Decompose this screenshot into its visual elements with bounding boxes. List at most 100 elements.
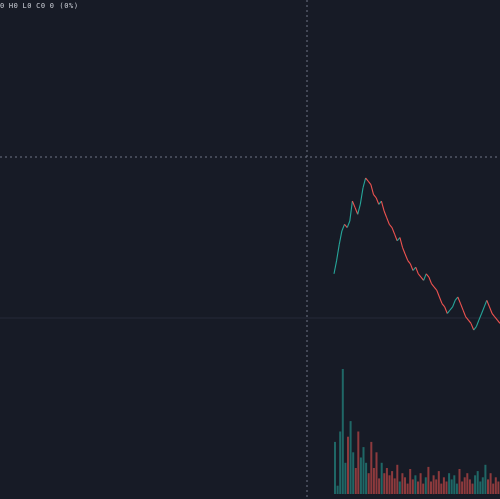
volume-bar [442, 477, 445, 494]
price-segment [494, 316, 498, 321]
price-segment [428, 276, 433, 284]
volume-bar [414, 475, 417, 495]
price-segment [336, 244, 340, 261]
price-segment [338, 230, 343, 245]
volume-bar [453, 475, 456, 495]
price-segment [486, 300, 491, 308]
volume-bar [398, 481, 401, 494]
price-segment [491, 313, 496, 318]
price-segment [394, 233, 398, 242]
volume-bar [445, 481, 448, 494]
volume-bar [365, 462, 368, 495]
volume-bar [494, 477, 497, 494]
ohlc-legend: 0 H0 L0 C0 0 (0%) [0, 2, 83, 10]
volume-bar [476, 471, 479, 494]
price-segment [462, 309, 467, 318]
price-segment [452, 300, 456, 308]
price-segment [438, 296, 443, 304]
price-segment [380, 200, 385, 212]
volume-bar [468, 479, 471, 494]
volume-bar [341, 369, 344, 494]
price-segment [459, 303, 464, 311]
price-segment [417, 273, 422, 278]
price-segment [333, 260, 338, 274]
price-segment [388, 223, 393, 228]
volume-bar [354, 468, 357, 494]
volume-bar [437, 471, 440, 494]
volume-bar [370, 441, 373, 494]
volume-bar [372, 468, 375, 494]
volume-bar [492, 483, 495, 494]
volume-bar [385, 468, 388, 494]
price-segment [444, 306, 448, 314]
volume-bar [383, 473, 386, 494]
price-segment [349, 201, 353, 222]
price-segment [420, 276, 425, 281]
legend-change: 0 (0%) [49, 2, 79, 10]
price-segment [481, 306, 485, 314]
price-segment [373, 194, 377, 199]
volume-bar [471, 483, 474, 494]
volume-bar [406, 483, 409, 494]
volume-bar [378, 478, 381, 494]
price-segment [401, 247, 406, 255]
volume-bar [440, 483, 443, 494]
volume-bar [411, 479, 414, 494]
price-segment [449, 306, 454, 311]
legend-open: 0 [0, 2, 5, 10]
volume-bar [479, 481, 482, 494]
volume-bar [334, 441, 336, 494]
volume-bar [474, 475, 477, 495]
price-segment [370, 184, 375, 195]
price-segment [478, 313, 483, 321]
volume-bar [432, 475, 435, 495]
price-segment [399, 237, 404, 248]
price-segment [431, 283, 435, 288]
volume-bar [401, 473, 404, 494]
volume-bar [357, 431, 360, 494]
price-segment [409, 263, 414, 271]
volume-bar [427, 466, 430, 494]
price-segment [433, 286, 438, 291]
volume-bar [466, 473, 469, 494]
price-segment [436, 290, 440, 298]
volume-bar [409, 469, 412, 494]
price-segment [386, 217, 390, 225]
price-segment [467, 319, 472, 324]
volume-bar [424, 477, 427, 494]
volume-bar [458, 469, 461, 494]
volume-bar [448, 473, 451, 494]
volume-bar [359, 457, 362, 494]
price-segment [357, 204, 361, 215]
volume-bar [396, 464, 399, 494]
volume-bar [461, 481, 464, 494]
price-segment [473, 326, 477, 331]
price-segment [365, 177, 369, 182]
volume-bar [417, 481, 419, 494]
volume-bar [336, 485, 339, 494]
legend-high: H0 [8, 2, 19, 10]
price-segment [391, 227, 396, 235]
price-segment [407, 260, 411, 265]
price-segment [425, 273, 430, 278]
volume-bar [380, 462, 383, 495]
volume-bar [430, 481, 432, 494]
volume-bar [463, 477, 466, 494]
price-segment [457, 296, 462, 304]
price-segment [454, 296, 459, 301]
price-segment [396, 237, 401, 242]
volume-bar [435, 479, 438, 494]
price-segment [470, 323, 475, 331]
volume-bar [450, 479, 453, 494]
volume-bar [481, 477, 484, 494]
price-segment [341, 224, 346, 232]
legend-low: L0 [22, 2, 33, 10]
price-segment [441, 303, 446, 308]
price-segment [362, 177, 367, 189]
price-segment [488, 306, 493, 314]
price-segment [383, 210, 388, 218]
volume-bar [487, 479, 489, 494]
volume-bar [362, 447, 365, 494]
